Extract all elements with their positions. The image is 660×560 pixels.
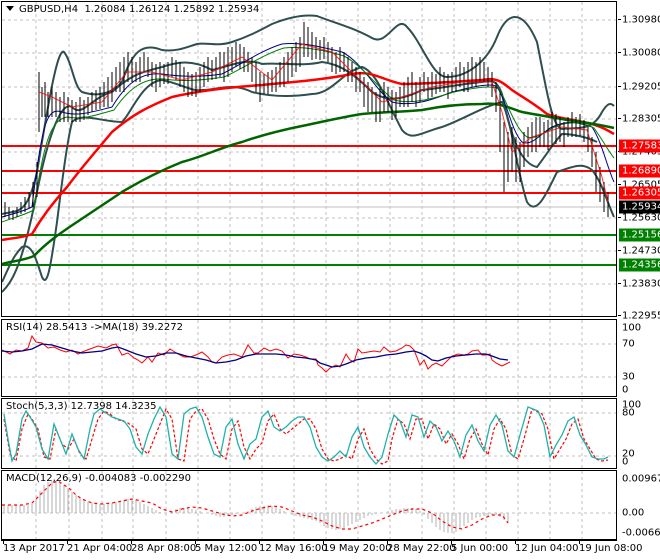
ohlc-values: 1.26084 1.26124 1.25892 1.25934 xyxy=(84,4,260,15)
time-axis-label: 5 Jun 00:00 xyxy=(451,543,509,554)
time-axis[interactable]: 13 Apr 2017 21 Apr 04:00 28 Apr 08:00 5 … xyxy=(1,540,643,560)
price-axis-label: 1.30080 xyxy=(622,47,660,59)
time-axis-label: 19 Jun 08:00 xyxy=(579,543,643,554)
rsi-canvas xyxy=(2,320,616,396)
stoch-axis-label: 80 xyxy=(622,407,635,419)
stochastic-title: Stoch(5,3,3) 12.7398 14.3235 xyxy=(6,401,157,412)
price-axis-label: 1.29205 xyxy=(622,81,660,93)
macd-canvas xyxy=(2,471,616,539)
rsi-axis-label: 70 xyxy=(622,338,635,350)
stoch-axis-label: 20 xyxy=(622,448,635,460)
time-axis-label: 28 Apr 08:00 xyxy=(131,543,197,554)
price-axis-label: 1.22955 xyxy=(622,310,660,322)
time-axis-label: 5 May 12:00 xyxy=(195,543,258,554)
resistance-tag-1: 1.27583 xyxy=(619,139,660,153)
stoch-axis-label: 0 xyxy=(622,456,629,468)
macd-title: MACD(12,26,9) -0.004083 -0.002290 xyxy=(6,473,191,484)
macd-axis-label: -0.006682 xyxy=(622,527,660,539)
macd-axis: 0.009672 0.00 -0.006682 xyxy=(618,470,660,540)
collapse-triangle-icon[interactable] xyxy=(6,6,14,11)
rsi-title: RSI(14) 28.5413 ->MA(18) 39.2272 xyxy=(6,322,183,333)
macd-axis-label: 0.009672 xyxy=(622,473,660,485)
stoch-axis-label: 100 xyxy=(622,399,642,411)
price-axis-label: 1.28305 xyxy=(622,113,660,125)
rsi-axis-label: 30 xyxy=(622,371,635,383)
stochastic-axis: 100 80 20 0 xyxy=(618,398,660,469)
stochastic-panel[interactable]: Stoch(5,3,3) 12.7398 14.3235 xyxy=(1,398,617,469)
price-axis-label: 1.25630 xyxy=(622,212,660,224)
price-axis-label: 1.23830 xyxy=(622,278,660,290)
rsi-axis: 100 70 30 0 xyxy=(618,319,660,397)
time-axis-label: 13 Apr 2017 xyxy=(3,543,65,554)
time-axis-label: 12 Jun 04:00 xyxy=(515,543,579,554)
price-chart-panel[interactable]: GBPUSD,H4 1.26084 1.26124 1.25892 1.2593… xyxy=(1,1,617,317)
time-axis-label: 19 May 20:00 xyxy=(323,543,392,554)
chart-title: GBPUSD,H4 1.26084 1.26124 1.25892 1.2593… xyxy=(6,4,259,15)
rsi-panel[interactable]: RSI(14) 28.5413 ->MA(18) 39.2272 xyxy=(1,319,617,397)
time-axis-label: 12 May 16:00 xyxy=(259,543,328,554)
support-tag-1: 1.25156 xyxy=(619,228,660,242)
price-axis-label: 1.24730 xyxy=(622,245,660,257)
rsi-axis-label: 100 xyxy=(622,322,642,334)
price-chart-canvas xyxy=(2,2,616,316)
resistance-tag-2: 1.26890 xyxy=(619,164,660,178)
macd-axis-label: 0.00 xyxy=(622,507,645,519)
price-axis-label: 1.26505 xyxy=(622,179,660,191)
time-axis-label: 21 Apr 04:00 xyxy=(67,543,133,554)
price-axis-label: 1.30980 xyxy=(622,14,660,26)
current-price-tag: 1.25934 xyxy=(619,200,660,214)
time-axis-label: 28 May 22:00 xyxy=(387,543,456,554)
rsi-axis-label: 0 xyxy=(622,384,629,396)
stochastic-canvas xyxy=(2,399,616,468)
macd-panel[interactable]: MACD(12,26,9) -0.004083 -0.002290 xyxy=(1,470,617,540)
support-tag-2: 1.24356 xyxy=(619,258,660,272)
resistance-tag-3: 1.26305 xyxy=(619,186,660,200)
symbol-label: GBPUSD,H4 xyxy=(19,4,79,15)
price-axis[interactable]: 1.30980 1.30080 1.29205 1.28305 1.27405 … xyxy=(618,1,660,322)
